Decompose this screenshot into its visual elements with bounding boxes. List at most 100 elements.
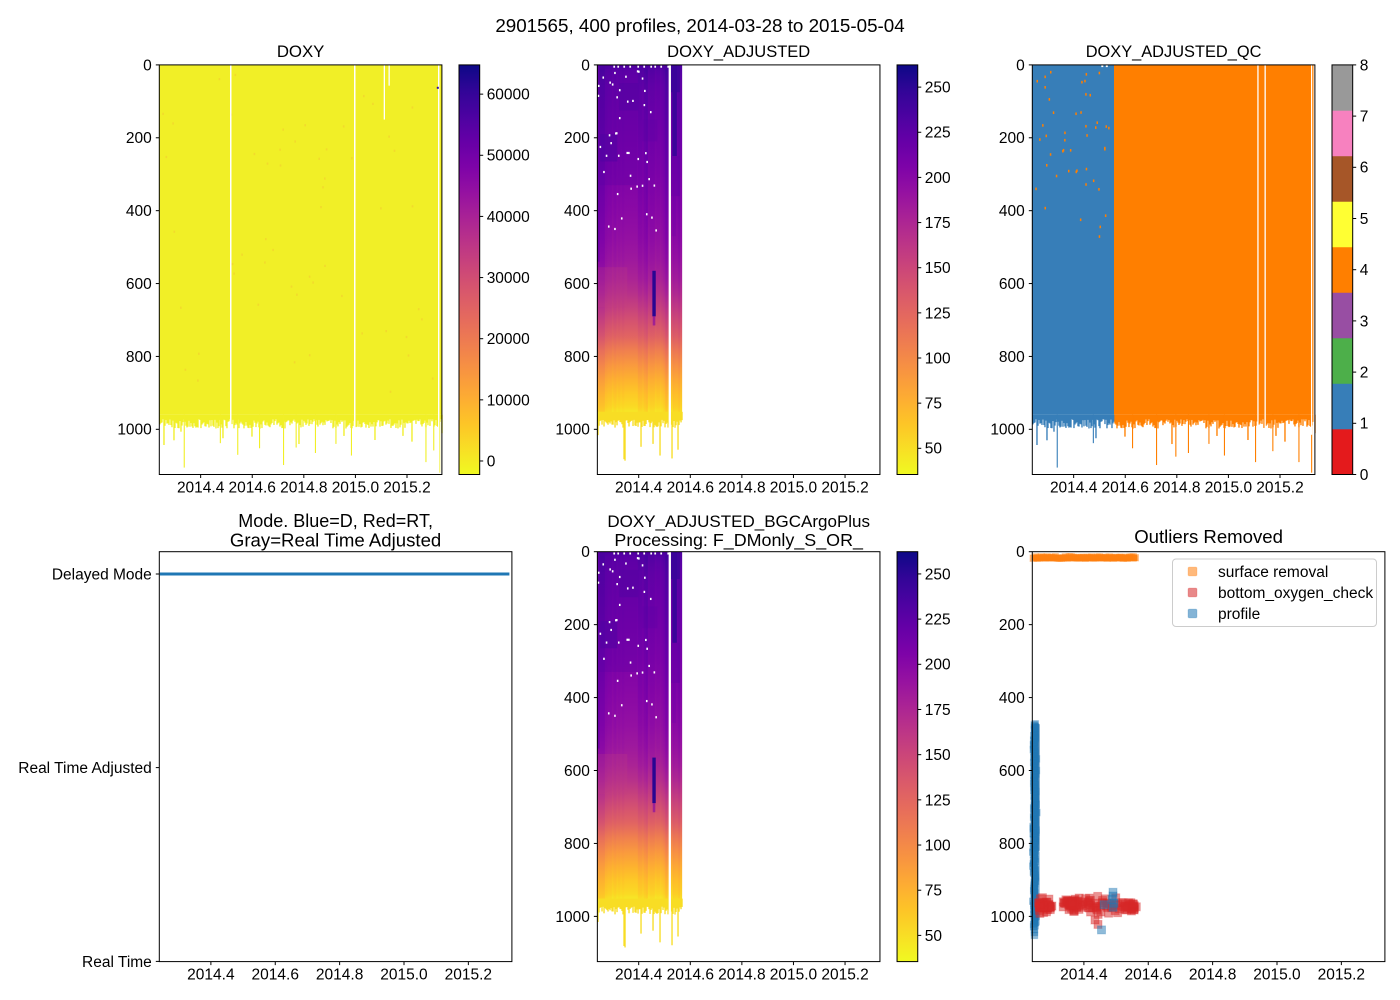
svg-text:50: 50 [925, 928, 943, 945]
svg-text:225: 225 [925, 612, 951, 629]
svg-text:2015.2: 2015.2 [445, 967, 492, 984]
svg-text:4: 4 [1360, 262, 1369, 279]
svg-text:Processing: F_DMonly_S_OR_: Processing: F_DMonly_S_OR_ [614, 530, 864, 551]
svg-text:400: 400 [999, 203, 1025, 220]
svg-text:Real Time: Real Time [82, 954, 152, 971]
svg-text:2014.8: 2014.8 [718, 480, 765, 497]
svg-text:2014.6: 2014.6 [1125, 967, 1172, 984]
svg-text:Delayed Mode: Delayed Mode [52, 566, 152, 583]
svg-text:2014.4: 2014.4 [177, 480, 225, 497]
svg-text:200: 200 [925, 170, 951, 187]
svg-text:50: 50 [925, 441, 943, 458]
svg-text:600: 600 [126, 276, 152, 293]
svg-text:175: 175 [925, 215, 951, 232]
svg-text:2: 2 [1360, 365, 1369, 382]
svg-text:2015.2: 2015.2 [821, 480, 868, 497]
svg-text:2014.6: 2014.6 [1102, 480, 1149, 497]
svg-text:175: 175 [925, 702, 951, 719]
svg-text:2014.4: 2014.4 [1060, 967, 1108, 984]
svg-text:30000: 30000 [487, 270, 530, 287]
svg-text:150: 150 [925, 260, 951, 277]
svg-text:200: 200 [999, 617, 1025, 634]
svg-text:800: 800 [126, 349, 152, 366]
svg-text:2014.8: 2014.8 [1153, 480, 1200, 497]
svg-text:800: 800 [564, 836, 590, 853]
svg-text:1: 1 [1360, 416, 1369, 433]
svg-text:125: 125 [925, 305, 951, 322]
svg-text:600: 600 [564, 763, 590, 780]
svg-text:2014.8: 2014.8 [280, 480, 327, 497]
svg-text:2015.0: 2015.0 [770, 480, 818, 497]
svg-text:8: 8 [1360, 57, 1369, 74]
svg-text:1000: 1000 [990, 909, 1025, 926]
svg-text:250: 250 [925, 566, 951, 583]
svg-text:Outliers Removed: Outliers Removed [1134, 526, 1283, 547]
svg-text:800: 800 [999, 836, 1025, 853]
svg-text:5: 5 [1360, 211, 1369, 228]
svg-text:2014.8: 2014.8 [316, 967, 363, 984]
svg-text:75: 75 [925, 883, 942, 900]
svg-text:1000: 1000 [555, 909, 590, 926]
svg-text:2014.6: 2014.6 [667, 967, 714, 984]
svg-text:600: 600 [564, 276, 590, 293]
svg-text:600: 600 [999, 763, 1025, 780]
svg-text:100: 100 [925, 350, 951, 367]
svg-text:400: 400 [564, 690, 590, 707]
svg-text:DOXY_ADJUSTED_QC: DOXY_ADJUSTED_QC [1086, 43, 1262, 61]
svg-text:0: 0 [1360, 467, 1369, 484]
svg-text:profile: profile [1218, 606, 1260, 623]
svg-text:2015.0: 2015.0 [1205, 480, 1253, 497]
svg-text:6: 6 [1360, 160, 1369, 177]
svg-text:40000: 40000 [487, 209, 530, 226]
svg-text:0: 0 [143, 57, 152, 74]
svg-text:DOXY_ADJUSTED: DOXY_ADJUSTED [667, 43, 810, 61]
svg-text:1000: 1000 [990, 422, 1025, 439]
svg-text:2015.2: 2015.2 [1318, 967, 1365, 984]
svg-text:400: 400 [564, 203, 590, 220]
svg-text:2014.6: 2014.6 [667, 480, 714, 497]
svg-text:20000: 20000 [487, 331, 530, 348]
svg-text:0: 0 [581, 544, 590, 561]
svg-text:400: 400 [999, 690, 1025, 707]
svg-text:2014.6: 2014.6 [252, 967, 299, 984]
svg-text:10000: 10000 [487, 392, 530, 409]
svg-text:2015.2: 2015.2 [1256, 480, 1303, 497]
svg-text:75: 75 [925, 396, 942, 413]
svg-text:800: 800 [999, 349, 1025, 366]
svg-text:2015.2: 2015.2 [383, 480, 430, 497]
svg-text:1000: 1000 [117, 422, 152, 439]
svg-text:2014.4: 2014.4 [615, 480, 663, 497]
svg-text:2901565, 400 profiles, 2014-03: 2901565, 400 profiles, 2014-03-28 to 201… [495, 15, 904, 36]
svg-text:200: 200 [925, 657, 951, 674]
svg-text:7: 7 [1360, 109, 1369, 126]
svg-text:Mode. Blue=D, Red=RT,: Mode. Blue=D, Red=RT, [238, 511, 433, 531]
svg-text:2015.0: 2015.0 [770, 967, 818, 984]
svg-text:2014.8: 2014.8 [1189, 967, 1236, 984]
svg-text:Gray=Real Time Adjusted: Gray=Real Time Adjusted [230, 530, 441, 551]
svg-text:2014.8: 2014.8 [718, 967, 765, 984]
svg-text:2015.0: 2015.0 [380, 967, 428, 984]
svg-text:400: 400 [126, 203, 152, 220]
svg-text:150: 150 [925, 747, 951, 764]
svg-text:2014.4: 2014.4 [187, 967, 235, 984]
svg-text:DOXY_ADJUSTED_BGCArgoPlus: DOXY_ADJUSTED_BGCArgoPlus [607, 512, 870, 531]
svg-text:200: 200 [999, 130, 1025, 147]
svg-text:2014.4: 2014.4 [1050, 480, 1098, 497]
svg-text:Real Time Adjusted: Real Time Adjusted [18, 760, 152, 777]
svg-text:0: 0 [1016, 544, 1025, 561]
svg-text:2015.0: 2015.0 [1253, 967, 1301, 984]
svg-text:DOXY: DOXY [277, 42, 325, 61]
svg-text:3: 3 [1360, 313, 1369, 330]
svg-text:1000: 1000 [555, 422, 590, 439]
svg-text:0: 0 [487, 453, 496, 470]
svg-text:2014.4: 2014.4 [615, 967, 663, 984]
svg-text:2015.2: 2015.2 [821, 967, 868, 984]
svg-text:0: 0 [581, 57, 590, 74]
svg-text:200: 200 [126, 130, 152, 147]
svg-text:bottom_oxygen_check: bottom_oxygen_check [1218, 585, 1373, 602]
svg-text:60000: 60000 [487, 87, 530, 104]
svg-text:100: 100 [925, 837, 951, 854]
svg-text:2015.0: 2015.0 [332, 480, 380, 497]
svg-text:surface removal: surface removal [1218, 564, 1328, 581]
svg-text:125: 125 [925, 792, 951, 809]
